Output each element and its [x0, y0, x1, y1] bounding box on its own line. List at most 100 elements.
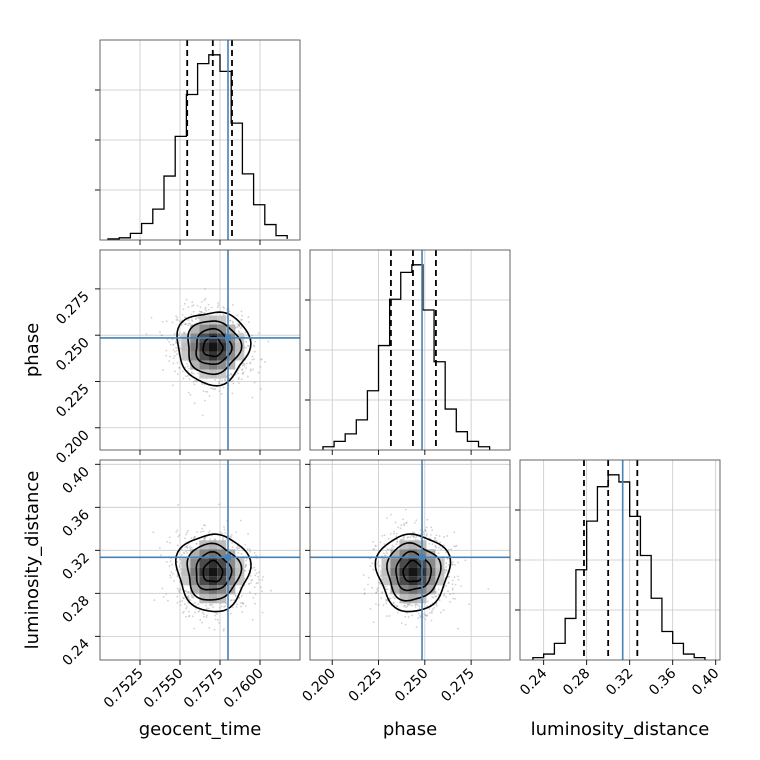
- sample-point: [372, 540, 375, 543]
- sample-point: [425, 534, 428, 537]
- sample-point: [184, 322, 187, 325]
- sample-point: [169, 355, 171, 358]
- sample-point: [192, 380, 195, 383]
- density-cell: [217, 549, 227, 559]
- sample-point: [172, 357, 175, 360]
- sample-point: [183, 610, 185, 613]
- sample-point: [194, 611, 196, 614]
- x-tick-label: 0.24: [517, 665, 550, 698]
- sample-point: [208, 607, 210, 610]
- sample-point: [193, 402, 196, 405]
- y-tick-label: 0.250: [53, 335, 93, 375]
- sample-point: [232, 304, 234, 306]
- sample-point: [433, 606, 436, 609]
- density-cell: [217, 585, 227, 595]
- sample-point: [145, 333, 148, 336]
- sample-point: [178, 588, 181, 591]
- sample-point: [218, 390, 221, 392]
- density-cell: [217, 576, 227, 586]
- sample-point: [201, 414, 204, 417]
- sample-point: [223, 528, 226, 531]
- sample-point: [176, 373, 179, 375]
- sample-point: [457, 578, 460, 581]
- sample-point: [203, 311, 206, 314]
- sample-point: [214, 618, 217, 621]
- density-cell: [208, 558, 218, 568]
- truth-marker: [225, 554, 231, 561]
- sample-point: [231, 546, 234, 549]
- density-cell: [426, 558, 436, 568]
- density-cell: [435, 576, 445, 586]
- sample-point: [430, 610, 433, 613]
- sample-point: [211, 387, 214, 390]
- sample-point: [189, 547, 192, 550]
- sample-point: [413, 521, 416, 524]
- contour-level: [187, 320, 243, 376]
- sample-point: [375, 603, 377, 606]
- sample-point: [191, 372, 194, 375]
- sample-point: [175, 346, 177, 349]
- sample-point: [187, 360, 190, 362]
- sample-point: [229, 535, 231, 538]
- sample-point: [251, 358, 254, 361]
- sample-point: [413, 531, 416, 534]
- sample-point: [187, 610, 190, 613]
- sample-point: [237, 551, 240, 554]
- sample-point: [387, 548, 390, 551]
- sample-point: [435, 603, 437, 606]
- sample-point: [258, 578, 260, 581]
- sample-point: [179, 604, 182, 607]
- density-cell: [226, 576, 236, 586]
- sample-point: [231, 541, 234, 544]
- sample-point: [230, 599, 233, 601]
- sample-point: [241, 601, 244, 604]
- density-cell: [199, 369, 209, 379]
- sample-point: [190, 537, 193, 539]
- sample-point: [412, 534, 414, 537]
- sample-point: [258, 571, 261, 574]
- contour-level: [176, 311, 252, 387]
- sample-point: [231, 606, 234, 609]
- sample-point: [393, 530, 396, 533]
- sample-point: [193, 383, 196, 386]
- sample-point: [400, 524, 403, 527]
- sample-point: [254, 602, 256, 605]
- density-cell: [190, 351, 200, 361]
- sample-point: [201, 621, 203, 624]
- density-cell: [208, 540, 218, 550]
- density-cell: [181, 351, 191, 361]
- sample-point: [217, 302, 220, 304]
- sample-point: [434, 537, 436, 540]
- sample-point: [218, 622, 220, 624]
- sample-point: [405, 612, 408, 614]
- sample-point: [245, 563, 247, 566]
- sample-point: [369, 565, 372, 568]
- sample-point: [425, 526, 428, 529]
- sample-point: [434, 595, 437, 598]
- sample-point: [378, 564, 381, 567]
- sample-point: [232, 321, 235, 324]
- sample-point: [234, 594, 237, 597]
- sample-point: [454, 598, 456, 600]
- sample-point: [435, 534, 438, 537]
- sample-point: [183, 551, 185, 554]
- histogram-geocent_time: [107, 54, 288, 240]
- sample-point: [173, 580, 176, 582]
- sample-point: [445, 584, 447, 587]
- density-cell: [399, 576, 409, 586]
- sample-point: [203, 537, 206, 540]
- sample-point: [217, 304, 220, 307]
- sample-point: [426, 600, 429, 603]
- density-cell: [426, 585, 436, 595]
- sample-point: [402, 605, 405, 608]
- sample-point: [196, 304, 199, 307]
- sample-point: [237, 324, 240, 326]
- sample-point: [202, 613, 205, 615]
- density-cell: [208, 594, 218, 604]
- sample-point: [377, 561, 380, 563]
- sample-point: [386, 552, 389, 555]
- sample-point: [393, 597, 396, 600]
- sample-point: [173, 350, 176, 353]
- density-cell: [408, 594, 418, 604]
- sample-point: [415, 603, 418, 606]
